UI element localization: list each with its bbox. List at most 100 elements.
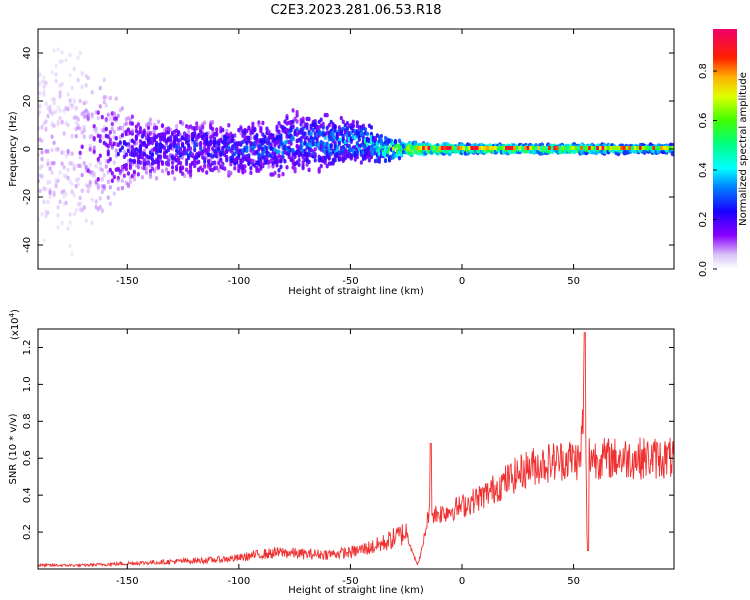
spectrogram-cell: [58, 90, 62, 96]
spectrogram-cell: [285, 165, 289, 170]
spectrogram-cell: [355, 120, 359, 125]
spectrogram-cell: [130, 114, 134, 120]
spectrogram-band-cell: [647, 146, 651, 150]
spectrogram-cell: [181, 121, 185, 126]
spectrogram-band-cell: [663, 146, 667, 150]
spectrogram-cell: [255, 133, 259, 138]
spectrogram-cell: [335, 147, 339, 153]
spectrogram-cell: [315, 139, 319, 144]
figure-title: C2E3.2023.281.06.53.R18: [270, 3, 441, 18]
spectrogram-cell: [56, 47, 60, 52]
spectrogram-cell: [108, 156, 112, 162]
spectrogram-cell: [68, 179, 72, 184]
spectrogram-band-cell: [523, 146, 527, 150]
x-tick-label: -50: [342, 276, 358, 287]
spectrogram-band-cell: [542, 146, 546, 150]
spectrogram-band-cell: [588, 146, 592, 150]
snr-y-multiplier: (x104): [8, 309, 21, 340]
spectrogram-cell: [44, 80, 48, 86]
spectrogram-cell: [183, 173, 187, 178]
spectrogram-cell: [96, 176, 100, 182]
spectrogram-cell: [169, 127, 173, 132]
spectrogram-cell: [160, 168, 165, 174]
spectrogram-cell: [38, 103, 42, 109]
spectrogram-cell: [152, 168, 157, 174]
spectrogram-cell: [112, 160, 116, 165]
spectrogram-cell: [38, 91, 42, 96]
spectrogram-cell: [48, 189, 52, 195]
spectrogram-cell: [116, 113, 120, 119]
spectrogram-cell: [116, 177, 120, 183]
spectrogram-cell: [128, 165, 132, 170]
spectrogram-y-label: Frequency (Hz): [8, 111, 19, 187]
spectrogram-cell: [373, 135, 377, 141]
spectrogram-cell: [68, 72, 72, 78]
colorbar-tick-label: 0.6: [698, 113, 709, 129]
spectrogram-cell: [321, 125, 325, 130]
spectrogram-cell: [74, 106, 78, 111]
spectrogram-cell: [221, 163, 225, 168]
spectrogram-cell: [158, 154, 163, 159]
spectrogram-band-cell: [612, 146, 616, 150]
spectrogram-band-cell: [531, 146, 535, 150]
spectrogram-cell: [116, 151, 120, 157]
spectrogram-band-cell: [561, 146, 565, 150]
spectrogram-cell: [305, 125, 309, 131]
spectrogram-cell: [124, 152, 128, 157]
spectrogram-cell: [307, 159, 311, 165]
spectrogram-cell: [229, 171, 233, 176]
spectrogram-cell: [96, 110, 100, 115]
x-tick-label: 50: [567, 276, 580, 287]
spectrogram-cell: [48, 104, 52, 110]
spectrogram-cell: [154, 125, 159, 131]
spectrogram-cell: [42, 199, 46, 205]
colorbar-tick-label: 0.0: [698, 261, 709, 277]
spectrogram-cell: [355, 150, 359, 156]
y-tick-label: -40: [22, 237, 33, 253]
spectrogram-cell: [62, 150, 66, 155]
snr-frame: [37, 328, 675, 570]
spectrogram-cell: [44, 186, 48, 192]
y-tick-label: 1.2: [22, 340, 33, 356]
spectrogram-cell: [309, 131, 313, 136]
spectrogram-cell: [52, 123, 56, 128]
y-tick-label: 20: [22, 95, 33, 108]
spectrogram-cell: [38, 72, 42, 78]
spectrogram-cell: [96, 183, 100, 188]
spectrogram-cell: [670, 151, 674, 157]
spectrogram-cell: [56, 204, 60, 210]
spectrogram-cell: [54, 63, 58, 69]
spectrogram-band-cell: [518, 146, 522, 150]
spectrogram-band-cell: [582, 146, 586, 150]
spectrogram-cell: [225, 157, 229, 163]
spectrogram-cell: [189, 172, 193, 177]
spectrogram-cell: [383, 158, 388, 163]
y-tick-label: 0.6: [22, 450, 33, 466]
spectrogram-cell: [307, 116, 311, 122]
spectrogram-band-cell: [631, 146, 634, 150]
spectrogram-cell: [341, 119, 345, 125]
spectrogram-band-cell: [590, 146, 594, 150]
snr-panel: -150 -100 -50 0 50 0.2 0.4 0.6 0.8 1.0 1.2 Height…: [8, 309, 675, 596]
spectrogram-cell: [102, 77, 106, 83]
spectrogram-cell: [86, 75, 90, 81]
spectrogram-cell: [66, 92, 70, 97]
spectrogram-cell: [52, 160, 56, 166]
spectrogram-cell: [313, 118, 317, 124]
spectrogram-cell: [245, 128, 249, 134]
spectrogram-cell: [265, 126, 269, 131]
spectrogram-cell: [90, 114, 94, 120]
spectrogram-cell: [181, 165, 185, 171]
spectrogram-cell: [267, 164, 271, 169]
spectrogram-cell: [52, 100, 56, 106]
spectrogram-cell: [142, 140, 146, 146]
spectrogram-cell: [132, 169, 136, 175]
spectrogram-cell: [295, 119, 299, 124]
spectrogram-cell: [187, 136, 191, 141]
spectrogram-cell: [120, 178, 124, 184]
spectrogram-cell: [108, 116, 112, 122]
spectrogram-band-cell: [440, 146, 444, 150]
spectrogram-cell: [40, 156, 44, 162]
spectrogram-cell: [100, 207, 104, 213]
spectrogram-cell: [112, 191, 116, 196]
